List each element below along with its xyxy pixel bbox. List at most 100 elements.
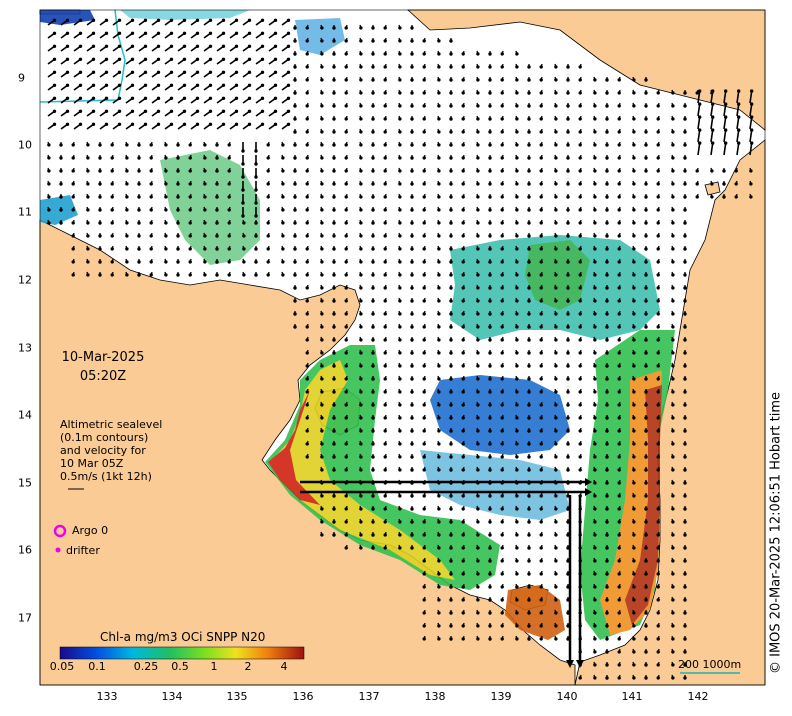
velocity-arrow-head	[273, 44, 278, 48]
velocity-arrow-head	[566, 468, 570, 472]
velocity-arrow-head	[305, 442, 309, 446]
velocity-arrow-head	[371, 520, 375, 524]
velocity-arrow-head	[656, 507, 660, 511]
velocity-arrow-head	[749, 182, 753, 186]
velocity-arrow-head	[305, 52, 309, 56]
velocity-arrow-head	[617, 533, 621, 537]
velocity-arrow-head	[632, 130, 636, 134]
velocity-arrow-head	[476, 65, 480, 69]
velocity-arrow-head	[488, 78, 492, 82]
velocity-arrow-head	[539, 195, 543, 199]
velocity-arrow-head	[344, 26, 348, 30]
velocity-arrow-head	[539, 338, 543, 342]
velocity-arrow-head	[539, 156, 543, 160]
velocity-arrow-head	[500, 299, 504, 303]
velocity-arrow-head	[164, 182, 168, 186]
velocity-arrow-head	[656, 273, 660, 277]
velocity-arrow-head	[632, 221, 636, 225]
velocity-arrow-head	[371, 403, 375, 407]
velocity-arrow-head	[437, 260, 441, 264]
velocity-arrow-head	[398, 260, 402, 264]
velocity-arrow-head	[449, 130, 453, 134]
velocity-arrow-head	[632, 559, 636, 563]
velocity-arrow-head	[515, 234, 519, 238]
velocity-arrow-head	[247, 57, 252, 61]
velocity-arrow-head	[437, 117, 441, 121]
velocity-arrow-head	[671, 299, 675, 303]
y-tick: 10	[18, 138, 32, 152]
velocity-arrow-head	[125, 156, 129, 160]
velocity-arrow-head	[566, 403, 570, 407]
velocity-arrow-head	[410, 351, 414, 355]
velocity-arrow-head	[52, 18, 57, 22]
velocity-arrow-head	[632, 78, 636, 82]
strong-current	[300, 480, 585, 660]
velocity-arrow-head	[410, 221, 414, 225]
velocity-arrow-head	[605, 143, 609, 147]
velocity-arrow-head	[320, 247, 324, 251]
velocity-arrow-head	[410, 130, 414, 134]
velocity-arrow-head	[515, 559, 519, 563]
velocity-arrow-head	[554, 520, 558, 524]
velocity-arrow-head	[305, 130, 309, 134]
velocity-arrow-head	[527, 208, 531, 212]
velocity-arrow-head	[98, 169, 102, 173]
velocity-arrow-head	[383, 117, 387, 121]
velocity-arrow-head	[566, 195, 570, 199]
velocity-arrow-head	[644, 104, 648, 108]
velocity-arrow-head	[671, 650, 675, 654]
velocity-arrow-head	[644, 403, 648, 407]
velocity-arrow-head	[671, 260, 675, 264]
velocity-arrow-head	[266, 247, 270, 251]
velocity-arrow-head	[383, 247, 387, 251]
velocity-arrow-head	[156, 18, 161, 22]
velocity-arrow-head	[234, 44, 239, 48]
velocity-arrow-head	[449, 195, 453, 199]
velocity-arrow-head	[332, 533, 336, 537]
velocity-arrow-head	[286, 122, 291, 127]
arrowhead	[585, 488, 592, 496]
velocity-arrow-head	[617, 325, 621, 329]
velocity-arrow-head	[410, 286, 414, 290]
velocity-arrow-head	[320, 520, 324, 524]
velocity-arrow-head	[515, 286, 519, 290]
velocity-arrow-head	[164, 221, 168, 225]
velocity-arrow-head	[632, 416, 636, 420]
velocity-arrow-head	[488, 611, 492, 615]
velocity-arrow-head	[371, 338, 375, 342]
velocity-arrow-head	[566, 143, 570, 147]
velocity-arrow-head	[566, 234, 570, 238]
velocity-arrow-head	[344, 546, 348, 550]
velocity-arrow-head	[671, 182, 675, 186]
velocity-arrow-head	[47, 143, 51, 147]
velocity-arrow-head	[383, 273, 387, 277]
velocity-arrow-head	[203, 169, 207, 173]
velocity-arrow-head	[644, 130, 648, 134]
velocity-arrow-head	[488, 364, 492, 368]
velocity-arrow-head	[293, 39, 297, 43]
velocity-arrow-head	[554, 299, 558, 303]
velocity-arrow-head	[98, 195, 102, 199]
velocity-arrow-head	[371, 442, 375, 446]
velocity-arrow-head	[359, 221, 363, 225]
velocity-arrow-head	[644, 390, 648, 394]
velocity-arrow-head	[59, 208, 63, 212]
velocity-arrow-head	[130, 57, 135, 61]
velocity-arrow-head	[593, 156, 597, 160]
velocity-arrow	[749, 90, 753, 104]
velocity-arrow-head	[683, 117, 687, 121]
velocity-arrow-head	[632, 325, 636, 329]
velocity-arrow-head	[149, 260, 153, 264]
velocity-arrow-head	[656, 468, 660, 472]
velocity-arrow-head	[383, 195, 387, 199]
map-date: 10-Mar-2025 05:20Z	[58, 348, 148, 386]
velocity-arrow-head	[656, 351, 660, 355]
velocity-arrow-head	[515, 520, 519, 524]
velocity-arrow-head	[500, 624, 504, 628]
velocity-arrow-head	[527, 494, 531, 498]
velocity-arrow-head	[500, 91, 504, 95]
velocity-arrow-head	[320, 364, 324, 368]
velocity-arrow-head	[422, 143, 426, 147]
velocity-arrow-head	[188, 273, 192, 277]
velocity-arrow-head	[437, 416, 441, 420]
